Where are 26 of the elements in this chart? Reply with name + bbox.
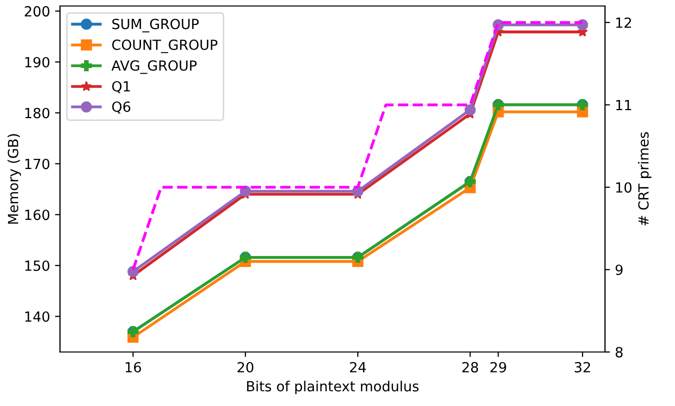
y2-tick-label: 12 xyxy=(616,17,632,28)
x-tick-label: 16 xyxy=(126,362,142,372)
y-tick-label: 170 xyxy=(25,158,50,170)
y2-tick-label: 11 xyxy=(616,100,632,110)
y2-tick-label: 8 xyxy=(616,346,623,358)
y-axis-title: Memory (GB) xyxy=(8,134,21,224)
legend-label: AVG_GROUP xyxy=(111,60,197,74)
x-tick-label: 24 xyxy=(350,362,366,372)
x-tick-label: 20 xyxy=(238,362,254,372)
legend-label: SUM_GROUP xyxy=(112,18,199,32)
y-tick-label: 150 xyxy=(25,260,50,271)
y-tick-label: 140 xyxy=(25,311,50,322)
y2-tick-label: 10 xyxy=(616,182,632,193)
y-tick-label: 200 xyxy=(24,6,50,17)
x-tick-label: 28 xyxy=(462,362,478,372)
x-tick-label: 29 xyxy=(490,362,506,372)
legend-label: Q6 xyxy=(112,101,130,114)
y-tick-label: 180 xyxy=(25,108,50,118)
x-tick-label: 32 xyxy=(574,362,590,372)
x-axis-title: Bits of plaintext modulus xyxy=(247,380,419,394)
y-tick-label: 160 xyxy=(25,210,50,220)
y-tick-label: 190 xyxy=(25,56,50,68)
y2-tick-label: 9 xyxy=(616,264,623,276)
legend-label: COUNT_GROUP xyxy=(112,40,218,54)
legend-label: Q1 xyxy=(112,81,130,94)
y2-axis-title: # CRT primes xyxy=(638,132,652,226)
